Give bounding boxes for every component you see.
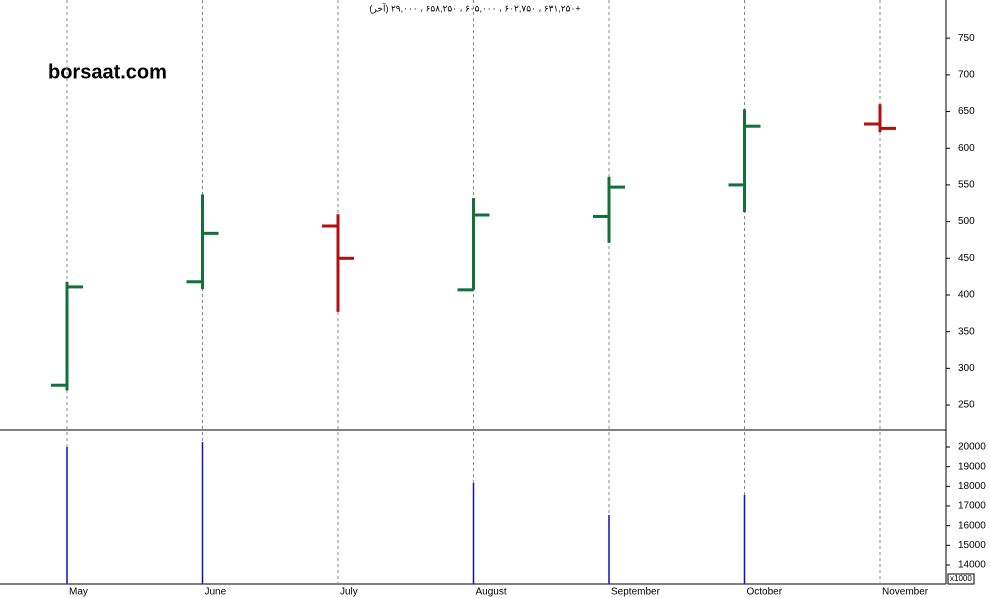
watermark: borsaat.com bbox=[48, 61, 167, 83]
y-tick-label: 700 bbox=[958, 69, 975, 80]
y-tick-label: 750 bbox=[958, 33, 975, 44]
y-tick-label: 14000 bbox=[958, 560, 986, 571]
y-tick-label: 350 bbox=[958, 326, 975, 337]
x-tick-label: June bbox=[205, 587, 227, 598]
y-tick-label: 300 bbox=[958, 363, 975, 374]
x-tick-label: July bbox=[340, 587, 358, 598]
x-tick-label: September bbox=[611, 587, 661, 598]
y-tick-label: 15000 bbox=[958, 540, 986, 551]
y-tick-label: 20000 bbox=[958, 442, 986, 453]
x-tick-label: October bbox=[747, 587, 783, 598]
y-tick-label: 18000 bbox=[958, 481, 986, 492]
y-tick-label: 550 bbox=[958, 180, 975, 191]
x-tick-label: August bbox=[476, 587, 507, 598]
x-tick-label: November bbox=[882, 587, 929, 598]
unit-box bbox=[947, 573, 975, 585]
y-tick-label: 17000 bbox=[958, 501, 986, 512]
y-tick-label: 19000 bbox=[958, 461, 986, 472]
unit-label: x1000 bbox=[950, 574, 972, 583]
y-tick-label: 650 bbox=[958, 106, 975, 117]
y-tick-label: 500 bbox=[958, 216, 975, 227]
chart-title: (آخر) ۶۳۱,۲۵۰ ، ۶۰۲,۷۵۰ ، ۶۰۵,۰۰۰ ، ۶۵۸,… bbox=[369, 2, 580, 14]
y-tick-label: 400 bbox=[958, 290, 975, 301]
x-tick-label: May bbox=[69, 587, 88, 598]
y-tick-label: 16000 bbox=[958, 520, 986, 531]
y-tick-label: 250 bbox=[958, 400, 975, 411]
y-tick-label: 450 bbox=[958, 253, 975, 264]
y-tick-label: 600 bbox=[958, 143, 975, 154]
